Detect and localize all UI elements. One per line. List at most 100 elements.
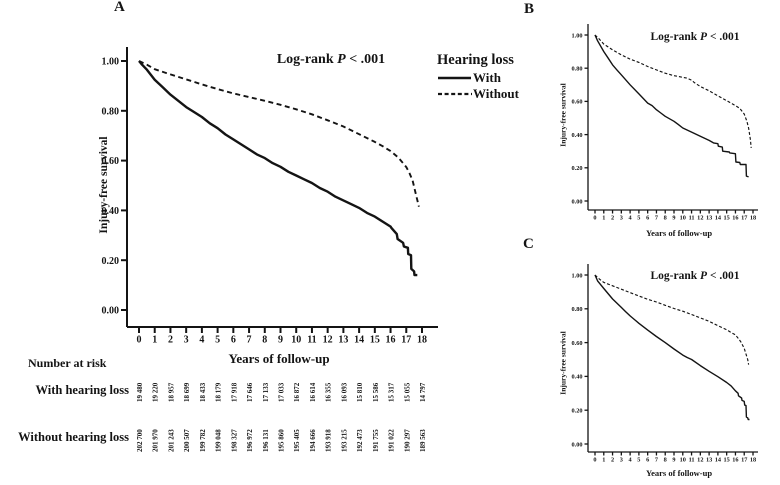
risk-count-A: 190 297 <box>403 429 411 452</box>
dashed-line-sample-icon <box>438 92 472 95</box>
solid-line-sample-icon <box>438 76 471 79</box>
legend-item-with: With <box>437 70 519 85</box>
x-tick-label-C: 12 <box>697 456 703 463</box>
risk-count-A: 200 507 <box>183 429 191 452</box>
x-tick-label-C: 4 <box>629 456 633 463</box>
y-tick-label-C: 0.60 <box>571 340 582 347</box>
km-curve-with-A <box>138 60 418 277</box>
risk-count-A: 18 179 <box>215 382 223 402</box>
x-tick-label-A: 10 <box>291 335 301 346</box>
risk-count-A: 17 918 <box>230 382 238 402</box>
x-tick-label-B: 8 <box>664 214 667 221</box>
legend-label-with: With <box>473 69 501 85</box>
y-tick-label-A: 0.60 <box>102 156 120 167</box>
risk-count-A: 18 957 <box>167 382 175 402</box>
x-tick-label-B: 18 <box>750 214 756 221</box>
y-tick-label-B: 1.00 <box>571 32 582 39</box>
x-tick-label-B: 5 <box>637 214 640 221</box>
y-tick-label-B: 0.40 <box>571 132 582 139</box>
y-tick-label-B: 0.80 <box>571 65 582 72</box>
x-tick-label-C: 5 <box>637 456 640 463</box>
x-tick-label-B: 14 <box>715 214 722 221</box>
risk-count-A: 17 033 <box>278 382 286 402</box>
x-tick-label-B: 15 <box>724 214 730 221</box>
x-tick-label-C: 6 <box>646 456 649 463</box>
risk-table-title: Number at risk <box>28 356 107 370</box>
legend-label-without: Without <box>473 85 519 101</box>
x-axis-title-a: Years of follow-up <box>228 351 330 366</box>
x-tick-label-A: 15 <box>370 335 380 346</box>
y-axis-title-c: Injury-free survival <box>558 331 568 395</box>
risk-count-A: 15 810 <box>356 382 364 402</box>
x-tick-label-C: 13 <box>706 456 712 463</box>
x-tick-label-A: 1 <box>152 335 157 346</box>
logrank-p: P <box>337 52 346 67</box>
x-tick-label-C: 14 <box>715 456 722 463</box>
y-tick-label-A: 0.20 <box>102 256 120 267</box>
x-tick-label-B: 13 <box>706 214 712 221</box>
x-tick-label-C: 18 <box>750 456 756 463</box>
risk-count-A: 196 972 <box>246 429 254 452</box>
logrank-suffix: < .001 <box>707 270 740 282</box>
km-curve-without-B <box>594 34 752 148</box>
y-tick-label-C: 0.40 <box>571 374 582 381</box>
x-tick-label-A: 14 <box>354 335 364 346</box>
risk-row-label-with: With hearing loss <box>35 383 129 397</box>
x-tick-label-B: 0 <box>593 214 596 221</box>
y-tick-label-A: 1.00 <box>102 57 120 68</box>
x-tick-label-C: 8 <box>664 456 667 463</box>
x-tick-label-C: 3 <box>620 456 623 463</box>
panel-c-letter: C <box>523 236 534 252</box>
x-tick-label-B: 12 <box>697 214 703 221</box>
risk-count-A: 192 473 <box>356 429 364 452</box>
risk-count-A: 202 700 <box>136 429 144 452</box>
y-tick-label-B: 0.60 <box>571 99 582 106</box>
y-tick-label-B: 0.20 <box>571 165 582 172</box>
x-tick-label-A: 12 <box>323 335 333 346</box>
panel-a-letter: A <box>114 0 125 15</box>
logrank-p: P <box>700 31 708 43</box>
legend-item-without: Without <box>437 86 519 101</box>
x-tick-label-A: 6 <box>231 335 236 346</box>
risk-count-A: 16 093 <box>340 382 348 402</box>
x-tick-label-A: 17 <box>401 335 411 346</box>
risk-count-A: 193 918 <box>325 429 333 452</box>
x-tick-label-C: 0 <box>593 456 596 463</box>
x-tick-label-B: 10 <box>680 214 686 221</box>
risk-count-A: 191 755 <box>372 429 380 452</box>
risk-count-A: 15 317 <box>388 382 396 402</box>
x-tick-label-C: 9 <box>672 456 675 463</box>
logrank-prefix: Log-rank <box>650 270 701 282</box>
y-tick-label-A: 0.00 <box>102 306 120 317</box>
risk-count-A: 196 131 <box>262 429 270 452</box>
x-tick-label-A: 9 <box>278 335 283 346</box>
risk-count-A: 19 220 <box>152 382 160 402</box>
legend: Hearing loss With Without <box>437 52 519 101</box>
y-tick-label-C: 0.00 <box>571 441 582 448</box>
x-tick-label-A: 18 <box>417 335 427 346</box>
y-tick-label-C: 0.20 <box>571 407 582 414</box>
risk-count-A: 14 797 <box>419 382 427 402</box>
x-tick-label-C: 16 <box>732 456 738 463</box>
x-tick-label-B: 2 <box>611 214 614 221</box>
logrank-prefix: Log-rank <box>276 52 338 67</box>
x-tick-label-C: 15 <box>724 456 730 463</box>
risk-count-A: 193 215 <box>340 429 348 452</box>
risk-row-label-without: Without hearing loss <box>18 430 129 444</box>
x-tick-label-B: 9 <box>672 214 675 221</box>
risk-count-A: 16 614 <box>309 382 317 402</box>
y-tick-label-C: 0.80 <box>571 306 582 313</box>
risk-count-A: 18 433 <box>199 382 207 402</box>
logrank-annotation-a: Log-rank P < .001 <box>277 52 385 68</box>
x-tick-label-C: 7 <box>655 456 658 463</box>
x-tick-label-C: 17 <box>741 456 747 463</box>
risk-count-A: 16 872 <box>293 382 301 402</box>
x-tick-label-A: 5 <box>215 335 220 346</box>
risk-count-A: 17 646 <box>246 382 254 402</box>
risk-count-A: 199 782 <box>199 429 207 452</box>
risk-count-A: 194 666 <box>309 429 317 452</box>
x-tick-label-A: 7 <box>247 335 252 346</box>
km-curve-with-C <box>594 274 750 421</box>
risk-count-A: 18 699 <box>183 382 191 402</box>
